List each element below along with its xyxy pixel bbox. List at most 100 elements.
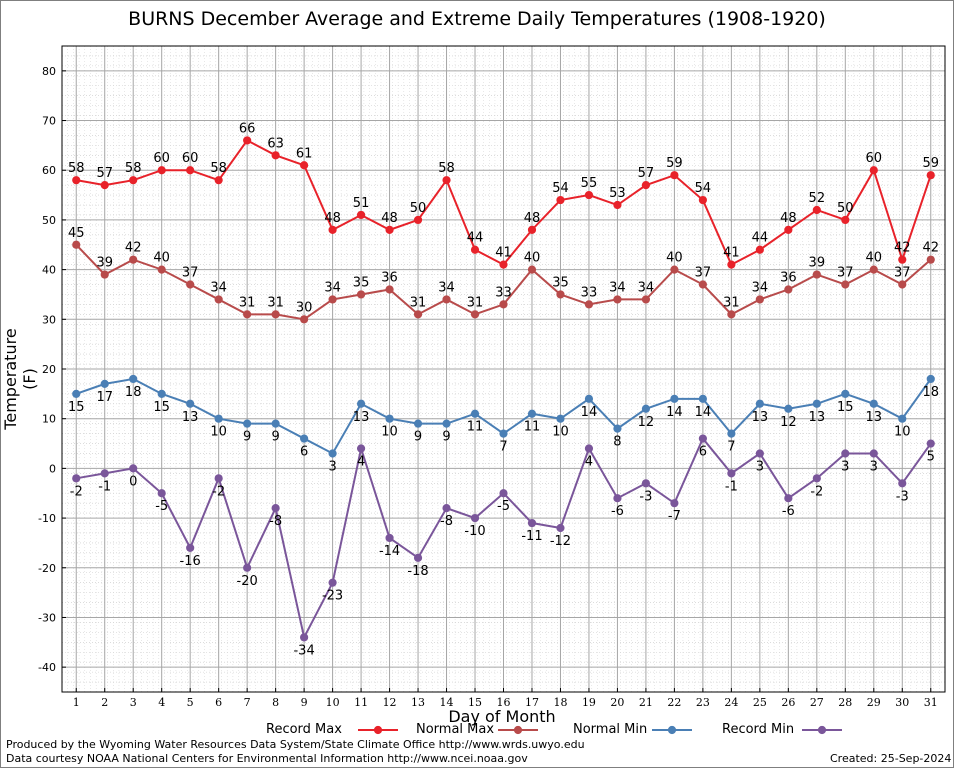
x-tick-label: 3 [130, 696, 137, 709]
data-label-normal-min: 18 [922, 385, 939, 400]
data-label-record-min: 4 [357, 455, 365, 470]
data-label-normal-min: 10 [894, 425, 911, 440]
data-label-record-max: 59 [922, 156, 939, 171]
data-point-record-min [300, 633, 309, 642]
data-point-record-min [556, 523, 565, 533]
data-point-normal-max [499, 300, 508, 309]
data-point-normal-min [413, 419, 423, 428]
x-tick-label: 30 [895, 696, 909, 709]
data-label-normal-max: 34 [638, 280, 655, 295]
data-point-record-min [499, 489, 508, 498]
data-point-normal-min [527, 409, 537, 418]
data-point-normal-max [271, 310, 280, 319]
legend-label-normal-max: Normal Max [416, 722, 495, 737]
data-label-normal-max: 45 [68, 226, 85, 241]
data-label-normal-max: 34 [609, 280, 626, 295]
data-point-record-max [698, 195, 707, 205]
data-point-normal-min [300, 434, 309, 443]
legend-marker-normal-max [513, 725, 523, 735]
data-label-record-max: 48 [524, 211, 541, 226]
data-point-record-min [812, 474, 821, 483]
data-point-normal-min [698, 394, 707, 403]
data-label-record-min: -6 [611, 504, 624, 519]
data-point-record-min [214, 474, 223, 483]
legend-marker-record-min [817, 725, 827, 735]
data-point-normal-min [641, 404, 651, 413]
data-label-record-min: -18 [407, 564, 428, 579]
data-label-normal-min: 14 [666, 405, 683, 420]
y-tick-label: 80 [42, 65, 56, 78]
data-label-record-min: 4 [585, 455, 593, 470]
data-label-record-min: -11 [521, 529, 542, 544]
data-point-normal-min [157, 389, 166, 398]
data-label-record-max: 60 [182, 151, 199, 166]
data-point-record-min [356, 444, 366, 453]
x-tick-label: 18 [553, 696, 567, 709]
data-label-record-min: 6 [699, 445, 707, 460]
data-label-normal-min: 17 [96, 390, 113, 405]
data-label-record-min: -34 [293, 643, 314, 658]
x-tick-label: 15 [468, 696, 482, 709]
data-label-normal-max: 35 [353, 275, 370, 290]
data-label-normal-min: 8 [613, 435, 621, 450]
data-point-normal-min [328, 449, 337, 458]
data-point-normal-min [869, 399, 878, 408]
data-point-normal-max [926, 255, 935, 264]
data-label-record-min: 3 [870, 459, 878, 474]
data-label-record-min: -3 [896, 489, 909, 504]
data-point-normal-max [841, 280, 850, 289]
data-point-record-max [727, 260, 736, 269]
data-label-normal-max: 30 [296, 300, 313, 315]
data-point-normal-max [898, 280, 907, 289]
data-point-record-min [385, 533, 394, 543]
data-label-normal-min: 14 [695, 405, 712, 420]
data-point-normal-min [271, 419, 280, 428]
data-point-record-max [413, 215, 423, 225]
data-label-record-min: -10 [464, 524, 485, 539]
x-tick-label: 27 [810, 696, 824, 709]
x-tick-label: 24 [724, 696, 738, 709]
x-tick-label: 17 [525, 696, 539, 709]
data-point-record-max [328, 225, 337, 234]
data-point-record-min [243, 563, 252, 572]
data-point-normal-min [898, 414, 907, 423]
x-tick-label: 9 [301, 696, 308, 709]
x-tick-label: 26 [781, 696, 795, 709]
data-label-normal-min: 11 [467, 420, 484, 435]
data-label-normal-max: 31 [467, 295, 484, 310]
data-point-normal-min [926, 374, 935, 384]
x-tick-label: 7 [244, 696, 251, 709]
data-point-record-min [442, 504, 451, 513]
credit-line-1: Produced by the Wyoming Water Resources … [6, 738, 585, 751]
data-label-normal-max: 31 [410, 295, 427, 310]
data-point-record-max [271, 151, 280, 160]
data-label-normal-max: 42 [922, 241, 939, 256]
x-tick-label: 2 [101, 696, 108, 709]
data-label-normal-min: 10 [381, 425, 398, 440]
data-label-record-min: -8 [440, 514, 453, 529]
data-point-record-max [584, 190, 594, 200]
data-point-normal-min [841, 389, 850, 398]
data-point-record-max [812, 205, 821, 215]
data-label-record-max: 44 [467, 231, 484, 246]
data-point-normal-max [556, 290, 565, 299]
data-label-normal-min: 14 [581, 405, 598, 420]
data-point-record-min [413, 553, 423, 562]
data-point-record-min [755, 449, 764, 458]
data-label-normal-min: 15 [837, 400, 854, 415]
data-label-record-min: 3 [756, 459, 764, 474]
data-label-record-min: -2 [810, 484, 823, 499]
chart-title: BURNS December Average and Extreme Daily… [128, 8, 826, 30]
data-point-normal-max [698, 280, 707, 289]
data-point-record-min [100, 469, 109, 478]
data-point-record-max [72, 176, 81, 185]
x-tick-label: 14 [440, 696, 454, 709]
data-point-normal-max [641, 295, 651, 304]
x-axis-label: Day of Month [448, 707, 556, 726]
data-point-normal-max [157, 265, 166, 274]
x-tick-label: 25 [753, 696, 767, 709]
data-point-normal-max [613, 295, 622, 304]
x-tick-label: 8 [272, 696, 279, 709]
data-label-normal-max: 40 [666, 251, 683, 266]
x-tick-label: 20 [610, 696, 624, 709]
